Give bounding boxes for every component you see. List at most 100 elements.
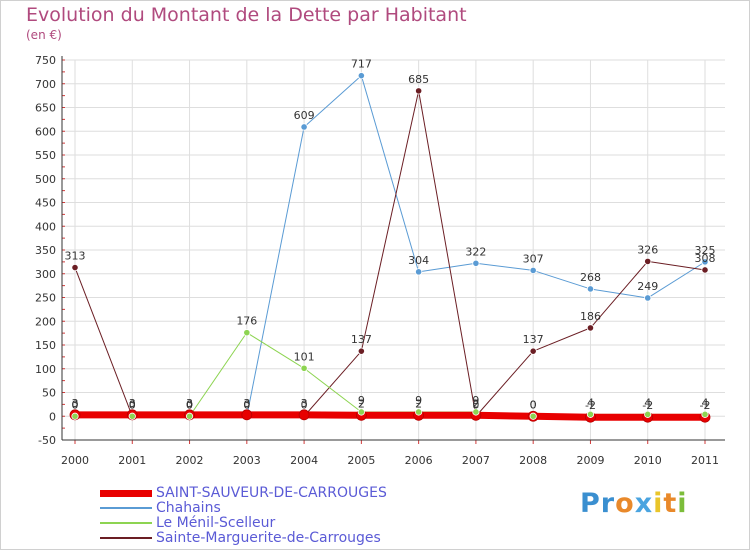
- data-label-1: 0: [243, 398, 250, 411]
- y-tick-label: 350: [35, 244, 56, 257]
- data-label-3: 685: [408, 73, 429, 86]
- legend-swatch: [100, 507, 152, 509]
- y-tick-label: 550: [35, 149, 56, 162]
- legend-label: Chahains: [156, 500, 221, 516]
- series-point-3: [644, 257, 652, 265]
- logo-letter: o: [615, 488, 635, 519]
- series-point-1: [415, 268, 423, 276]
- series-point-2-top: [71, 412, 79, 420]
- series-point-3: [71, 263, 79, 272]
- series-point-0: [241, 409, 253, 421]
- series-point-2: [300, 364, 308, 372]
- data-label-2: 0: [72, 398, 79, 411]
- series-line-0: [75, 411, 705, 421]
- data-label-1: 717: [351, 58, 372, 71]
- data-label-3: 0: [472, 398, 479, 411]
- data-label-2: 0: [129, 398, 136, 411]
- x-tick-label: 2000: [61, 454, 89, 467]
- legend-swatch: [100, 537, 152, 539]
- x-tick-label: 2006: [405, 454, 433, 467]
- y-tick-label: 650: [35, 102, 56, 115]
- series-point-2-top: [128, 412, 136, 420]
- data-label-1: 609: [294, 109, 315, 122]
- logo-letter: r: [600, 488, 616, 519]
- series-point-2-top: [701, 410, 709, 418]
- x-tick-label: 2001: [118, 454, 146, 467]
- data-label-2: 4: [587, 396, 594, 409]
- data-label-2: 176: [236, 315, 257, 328]
- data-label-1: 0: [72, 398, 79, 411]
- series-point-2-top: [415, 408, 423, 416]
- data-label-2: 9: [415, 394, 422, 407]
- series-point-1: [357, 72, 365, 80]
- data-label-1: 322: [465, 245, 486, 258]
- series-point-0: [298, 409, 310, 421]
- data-label-0: 3: [243, 397, 250, 410]
- legend-item: Le Ménil-Scelleur: [100, 515, 275, 531]
- y-tick-label: 500: [35, 173, 56, 186]
- series-point-2-top: [185, 412, 194, 420]
- x-tick-label: 2007: [462, 454, 490, 467]
- data-label-3: 326: [637, 243, 658, 256]
- series-point-1: [529, 266, 537, 275]
- series-point-1: [701, 258, 709, 266]
- data-label-0: 2: [358, 397, 365, 410]
- x-tick-label: 2003: [233, 454, 261, 467]
- data-label-3: 0: [186, 398, 193, 411]
- logo-letter: P: [580, 488, 601, 519]
- y-tick-label: 50: [42, 387, 56, 400]
- y-tick-label: 750: [35, 54, 56, 67]
- series-line-1: [75, 75, 706, 417]
- data-label-2: 4: [702, 396, 709, 409]
- data-label-1: 249: [637, 280, 658, 293]
- data-label-2: 9: [358, 394, 365, 407]
- legend-label: Le Ménil-Scelleur: [156, 515, 276, 531]
- series-point-3: [701, 266, 709, 274]
- data-label-1: 268: [580, 271, 601, 284]
- series-point-1: [586, 285, 595, 293]
- y-tick-label: 450: [35, 197, 56, 210]
- series-point-2-top: [472, 408, 480, 416]
- y-tick-label: 600: [35, 125, 56, 138]
- data-label-3: 0: [243, 398, 250, 411]
- series-point-1: [300, 123, 308, 131]
- y-tick-label: -50: [38, 434, 56, 447]
- y-tick-label: 200: [35, 315, 56, 328]
- series-point-3: [357, 347, 365, 355]
- data-label-3: 0: [301, 398, 308, 411]
- data-label-2: 4: [644, 396, 651, 409]
- data-label-3: 0: [129, 398, 136, 411]
- legend-swatch: [100, 489, 152, 497]
- data-label-0: -2: [585, 399, 596, 412]
- x-tick-label: 2011: [691, 454, 719, 467]
- series-point-1: [472, 259, 480, 267]
- y-tick-label: 700: [35, 78, 56, 91]
- y-tick-label: 400: [35, 220, 56, 233]
- x-tick-label: 2004: [290, 454, 318, 467]
- series-point-2-top: [644, 410, 652, 418]
- data-label-0: 2: [415, 397, 422, 410]
- series-line-3: [74, 90, 706, 417]
- series-point-2-top: [357, 408, 365, 416]
- series-point-2-top: [529, 412, 537, 420]
- series-point-1: [644, 294, 652, 302]
- data-label-1: 0: [186, 398, 193, 411]
- series-point-2-top: [586, 410, 595, 418]
- series-point-3: [529, 347, 537, 355]
- chart-unit-label: (en €): [26, 28, 62, 42]
- y-tick-label: 250: [35, 292, 56, 305]
- series-point-3: [415, 87, 423, 95]
- data-label-0: 0: [530, 398, 537, 411]
- series-point-3: [586, 324, 595, 332]
- data-label-2: 9: [472, 394, 479, 407]
- data-label-3: 308: [695, 252, 716, 265]
- logo-letter: x: [634, 488, 654, 519]
- logo-letter: i: [677, 488, 688, 519]
- x-tick-label: 2008: [519, 454, 547, 467]
- data-label-0: 3: [129, 397, 136, 410]
- x-tick-label: 2010: [634, 454, 662, 467]
- data-label-1: 307: [523, 252, 544, 265]
- data-label-0: 3: [72, 397, 79, 410]
- y-tick-label: 150: [35, 339, 56, 352]
- data-label-0: -2: [642, 399, 653, 412]
